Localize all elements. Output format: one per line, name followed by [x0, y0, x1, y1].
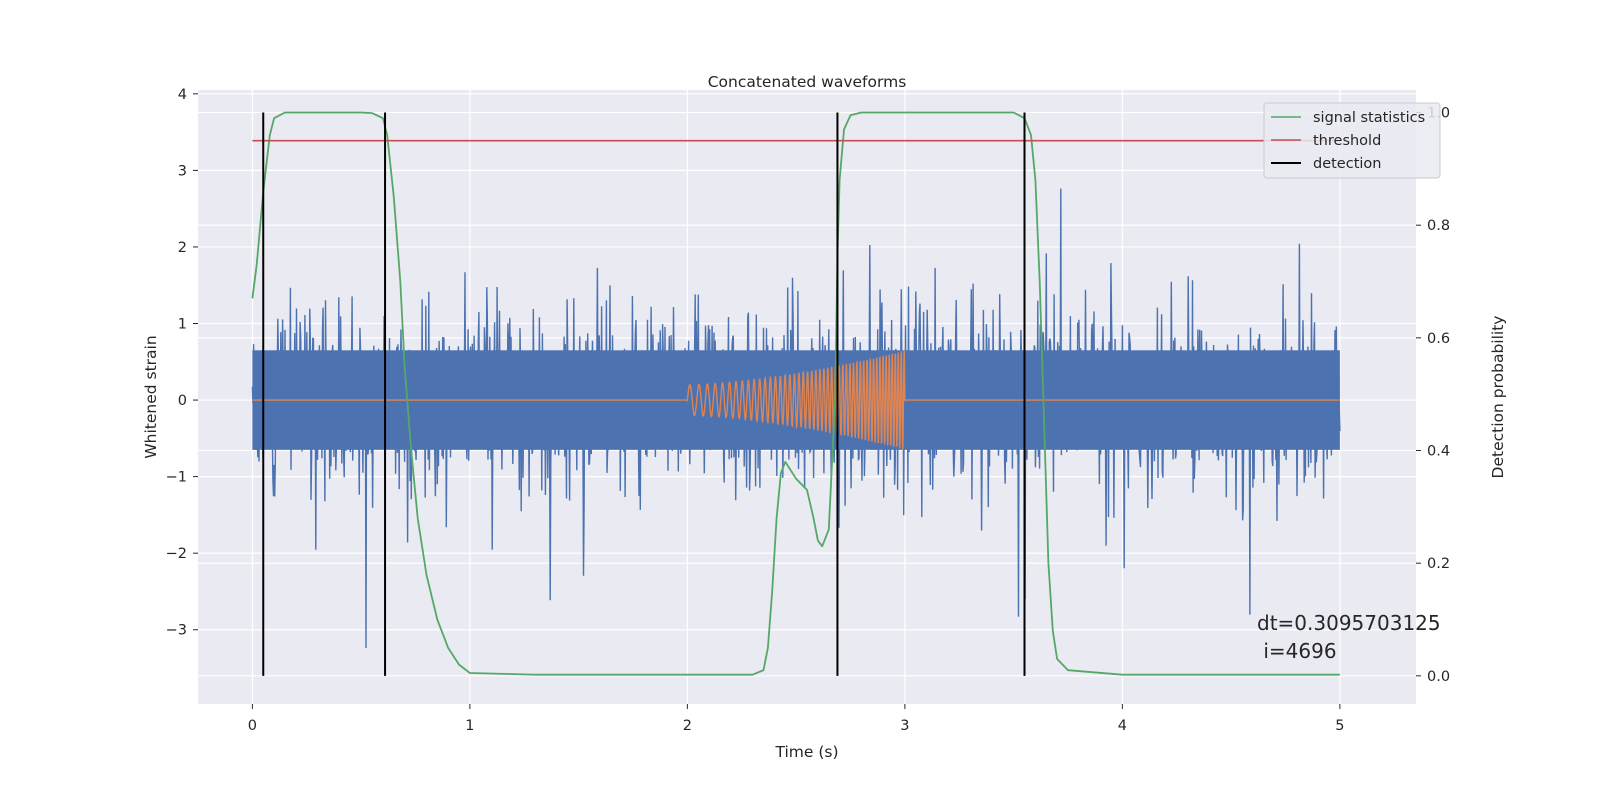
y-right-tick-label: 0.4: [1427, 444, 1450, 460]
y-axis-label: Whitened strain: [142, 335, 160, 458]
legend-label-threshold: threshold: [1313, 133, 1381, 149]
annotation-index: i=4696: [1257, 639, 1337, 663]
y-right-tick-label: 0.2: [1427, 556, 1450, 572]
y-tick-label: −3: [166, 623, 187, 639]
legend: signal statistics threshold detection: [1263, 102, 1441, 179]
y-right-tick-label: 0.0: [1427, 669, 1450, 685]
y-tick-label: 0: [178, 393, 187, 409]
x-tick-label: 3: [900, 718, 909, 734]
x-tick-label: 0: [248, 718, 257, 734]
legend-label-detection: detection: [1313, 156, 1381, 172]
x-tick-label: 1: [465, 718, 474, 734]
y-tick-label: 4: [178, 87, 187, 103]
detection-lines: [262, 112, 1026, 676]
x-tick-label: 2: [683, 718, 692, 734]
y-tick-label: −2: [166, 546, 187, 562]
tick-marks: [193, 93, 1421, 709]
chart-title: Concatenated waveforms: [708, 73, 907, 91]
annotation-dt: dt=0.3095703125: [1257, 611, 1441, 635]
y-tick-label: 2: [178, 240, 187, 256]
signal-statistics-series: [251, 111, 1340, 676]
x-axis-label: Time (s): [774, 743, 838, 761]
x-tick-label: 5: [1335, 718, 1344, 734]
y-tick-label: 1: [178, 317, 187, 333]
legend-box: [1263, 102, 1441, 179]
injection-series: [252, 350, 1340, 450]
legend-label-signal-statistics: signal statistics: [1313, 110, 1425, 126]
y-tick-label: 3: [178, 163, 187, 179]
x-tick-label: 4: [1118, 718, 1127, 734]
y-right-tick-label: 0.6: [1427, 331, 1450, 347]
y-axis-label-right: Detection probability: [1489, 316, 1507, 479]
injection-trace: [252, 350, 1340, 450]
signal-statistics-line: [251, 111, 1340, 676]
y-tick-label: −1: [166, 470, 187, 486]
y-right-tick-label: 0.8: [1427, 218, 1450, 234]
